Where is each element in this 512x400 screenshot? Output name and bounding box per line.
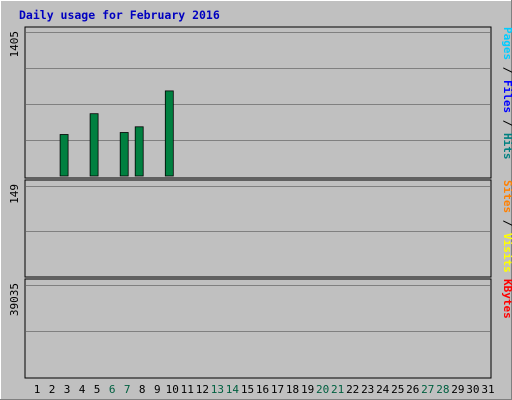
x-tick-label: 1 — [34, 383, 41, 396]
panel-series-label: Pages / Files / Hits — [501, 27, 512, 160]
series-label-part: / — [501, 113, 512, 133]
x-tick-label: 26 — [406, 383, 419, 396]
panel-kbytes-border — [24, 278, 492, 379]
x-tick-label: 3 — [64, 383, 71, 396]
series-label-part: Pages — [501, 27, 512, 60]
panel-sites-visits: 149 Sites / Visits — [8, 179, 512, 278]
panel-pages-files-hits: 1405 Pages / Files / Hits — [8, 26, 512, 179]
bar-hits-day-5 — [89, 113, 99, 177]
bar-hits-day-8 — [134, 126, 144, 177]
x-tick-label: 4 — [79, 383, 86, 396]
series-label-part: KBytes — [501, 279, 512, 319]
chart-title: Daily usage for February 2016 — [19, 8, 220, 22]
x-tick-label: 22 — [346, 383, 359, 396]
x-tick-label: 28 — [436, 383, 449, 396]
x-tick-label: 25 — [391, 383, 404, 396]
x-tick-label: 10 — [166, 383, 179, 396]
x-axis: 1 2 3 4 5 6 7 8 9 10 11 12 13 14 15 16 17 18 19 20 21 22 23 24 2… — [34, 383, 495, 396]
x-tick-label: 17 — [271, 383, 284, 396]
x-tick-label: 31 — [481, 383, 494, 396]
panel-pages-files-hits-border — [24, 26, 492, 179]
x-tick-label: 2 — [49, 383, 56, 396]
chart-panels: 1405 Pages / Files / Hits 149 Sites / Visit… — [8, 26, 512, 379]
x-tick-label: 27 — [421, 383, 434, 396]
panel-kbytes: 39035 KBytes — [8, 278, 512, 379]
x-tick-label: 13 — [211, 383, 224, 396]
panel-max-label: 149 — [8, 184, 21, 204]
x-tick-label: 11 — [181, 383, 194, 396]
x-tick-label: 8 — [139, 383, 146, 396]
series-label-part: Hits — [501, 133, 512, 160]
x-tick-label: 16 — [256, 383, 269, 396]
x-tick-label: 7 — [124, 383, 131, 396]
x-tick-label: 24 — [376, 383, 390, 396]
bar-hits-day-10 — [164, 90, 174, 177]
x-tick-label: 14 — [226, 383, 240, 396]
x-tick-label: 21 — [331, 383, 344, 396]
panel-series-label: KBytes — [501, 279, 512, 319]
x-tick-label: 29 — [451, 383, 464, 396]
x-tick-label: 18 — [286, 383, 299, 396]
x-tick-label: 30 — [466, 383, 479, 396]
x-tick-label: 9 — [154, 383, 161, 396]
series-label-part: Files — [501, 80, 512, 113]
series-label-part: / — [501, 213, 512, 233]
panel-max-label: 1405 — [8, 31, 21, 58]
x-tick-label: 12 — [196, 383, 209, 396]
panel-sites-visits-border — [24, 179, 492, 278]
series-label-part: / — [501, 60, 512, 80]
x-tick-label: 23 — [361, 383, 374, 396]
x-tick-label: 20 — [316, 383, 329, 396]
bar-hits-day-7 — [119, 132, 129, 177]
series-label-part: Visits — [501, 233, 512, 273]
bar-hits-day-3 — [59, 134, 69, 177]
x-tick-label: 15 — [241, 383, 254, 396]
panel-max-label: 39035 — [8, 283, 21, 316]
x-tick-label: 5 — [94, 383, 101, 396]
series-label-part: Sites — [501, 180, 512, 213]
x-tick-label: 19 — [301, 383, 314, 396]
panel-series-label: Sites / Visits — [501, 180, 512, 273]
x-tick-label: 6 — [109, 383, 116, 396]
